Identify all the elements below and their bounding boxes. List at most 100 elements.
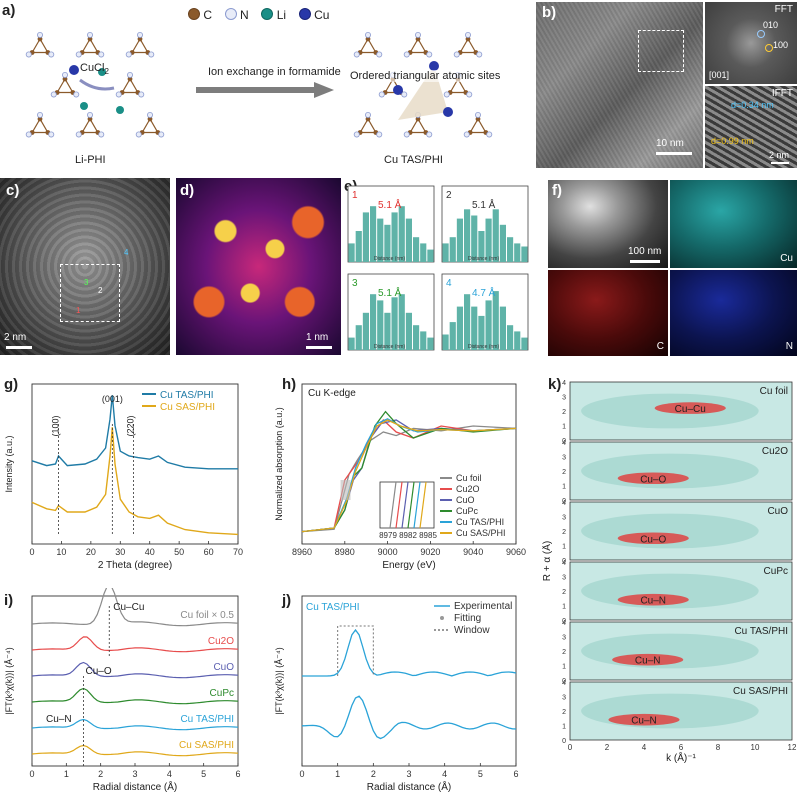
n-atom [476, 51, 483, 58]
n-atom [426, 51, 433, 58]
j-xlabel: Radial distance (Å) [367, 780, 451, 793]
k-xtick: 6 [679, 743, 684, 752]
h-inset-line [389, 481, 397, 529]
i-series-line [31, 744, 239, 757]
n-atom [443, 91, 450, 98]
profile-bar [348, 243, 355, 262]
haadf-map: f) 100 nm [548, 180, 668, 268]
scale-bar [656, 152, 692, 155]
k-ytick: 1 [562, 544, 566, 551]
h-legend-label: CuPc [456, 506, 479, 516]
profile-value: 5.1 Å [378, 286, 402, 299]
legend-n-label: N [240, 8, 249, 22]
h-tick-label: 9060 [506, 547, 526, 557]
h-inset-line [413, 481, 421, 529]
profile-xlabel: Distance (nm) [468, 256, 499, 262]
li-atom [98, 68, 106, 76]
k-xlabel: k (Å)⁻¹ [666, 751, 696, 764]
profile-bar [499, 306, 506, 350]
cu-atom [393, 85, 403, 95]
k-map-name: Cu SAS/PHI [733, 686, 788, 697]
tem-image-main: b) 10 nm [536, 2, 703, 168]
j-legend-label: Experimental [454, 601, 512, 612]
i-ylabel: |FT(k³χ(k))| (Å⁻⁴) [4, 647, 14, 715]
line-profiles: 1 5.1 Å Distance (nm) 2 5.1 Å Distance (nm) 3 5… [347, 185, 529, 351]
h-legend-label: Cu TAS/PHI [456, 517, 504, 527]
map-label-n: N [785, 341, 793, 352]
profile-xlabel: Distance (nm) [374, 256, 405, 262]
panel-label-f: f) [552, 182, 562, 199]
g-tick-label: 40 [145, 547, 155, 557]
k-ytick: 3 [562, 635, 566, 642]
g-tick-label: 10 [56, 547, 66, 557]
heptazine-unit [31, 117, 49, 134]
j-tick-label: 2 [371, 769, 376, 779]
panel-label-b: b) [542, 4, 557, 21]
map-label-c: C [656, 341, 664, 352]
cu-tas-structure [353, 31, 493, 138]
k-map-hotspot [617, 532, 689, 545]
n-atom [87, 111, 94, 118]
profile-bar [391, 212, 398, 262]
g-peak-label: (100) [50, 415, 60, 436]
profile-bar [405, 218, 412, 262]
k-ytick: 2 [562, 469, 566, 476]
g-tick-label: 20 [86, 547, 96, 557]
h-inset-tick: 8979 [379, 531, 397, 540]
heptazine-unit [81, 37, 99, 54]
d-spacing-1: d=0.34 nm [731, 100, 774, 110]
k-map-name: Cu foil [760, 386, 788, 397]
heptazine-unit [81, 117, 99, 134]
h-inset-line [395, 481, 403, 529]
k-ytick: 3 [562, 455, 566, 462]
ifft-scale-bar [771, 162, 789, 164]
profile-id: 2 [446, 190, 452, 201]
i-series-label: Cu foil × 0.5 [180, 610, 234, 621]
i-series-line [31, 687, 239, 705]
exafs-chart: 0 1 2 3 4 5 6 Radial distance (Å) |FT(k³χ(k))| (… [4, 588, 241, 793]
i-series-label: CuO [213, 662, 234, 673]
site-text: Ordered triangular atomic sites [350, 70, 501, 82]
k-ytick: 3 [562, 515, 566, 522]
profile-bar [370, 206, 377, 262]
n-atom [48, 51, 55, 58]
n-atom [378, 91, 385, 98]
profile-bar [362, 312, 369, 350]
legend-cu-icon [298, 8, 311, 20]
panel-label-g: g) [4, 376, 19, 393]
k-ytick: 4 [562, 560, 566, 567]
profile-bar [449, 237, 456, 262]
n-atom [98, 51, 105, 58]
i-series-label: CuPc [210, 688, 234, 699]
cu-tas-caption: Cu TAS/PHI [384, 154, 443, 166]
j-window [337, 625, 374, 676]
h-tick-label: 9020 [420, 547, 440, 557]
h-inset-line [401, 481, 409, 529]
profile-bar [442, 334, 449, 350]
n-atom [474, 111, 481, 118]
k-ytick: 4 [562, 680, 566, 687]
profile-bar [355, 325, 362, 350]
k-xtick: 4 [642, 743, 647, 752]
li-atom [80, 102, 88, 110]
i-tick-label: 2 [98, 769, 103, 779]
panel-label-c: c) [6, 182, 20, 199]
profile-bar [471, 306, 478, 350]
k-map-hotspot [617, 472, 689, 485]
cu-map: Cu [670, 180, 797, 268]
k-map-hotspot [654, 402, 726, 414]
h-tick-label: 9000 [378, 547, 398, 557]
k-ytick: 1 [562, 484, 566, 491]
heptazine-unit [56, 77, 74, 94]
mark-3: 3 [84, 278, 89, 287]
profile-bar [492, 209, 499, 262]
profile-bar [492, 291, 499, 350]
g-ylabel: Intensity (a.u.) [4, 435, 14, 492]
j-tick-label: 3 [406, 769, 411, 779]
mark-4: 4 [124, 248, 129, 257]
profile-xlabel: Distance (nm) [468, 344, 499, 350]
h-zoom-region [340, 480, 351, 500]
k-ytick: 0 [562, 738, 566, 745]
j-legend-label: Fitting [454, 613, 481, 624]
j-legend-label: Window [454, 625, 490, 636]
